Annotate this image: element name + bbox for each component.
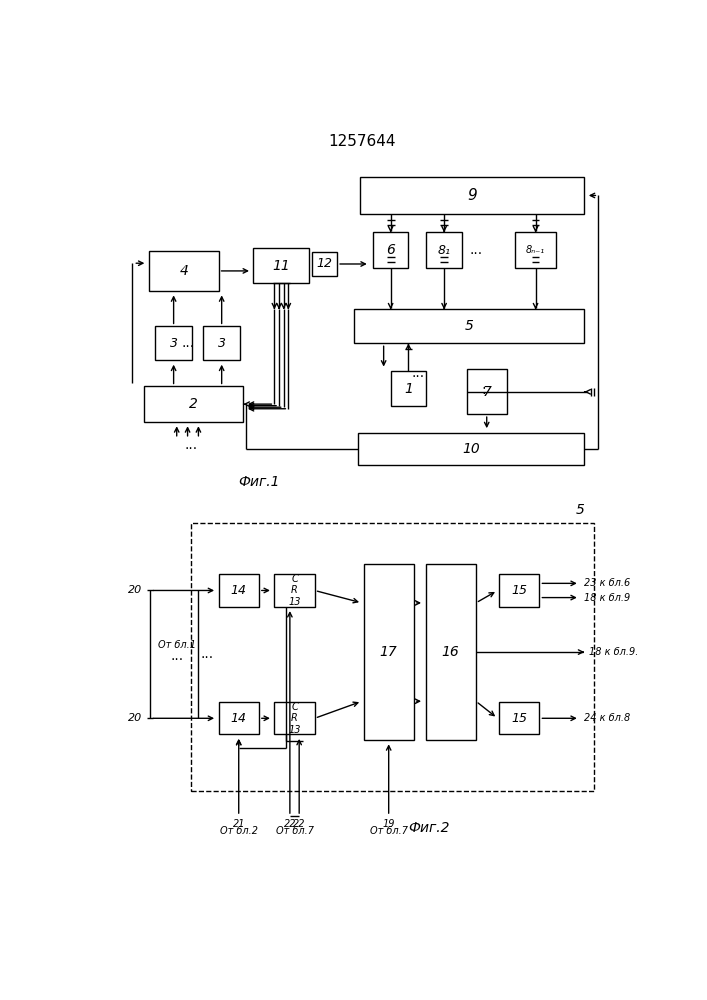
- Bar: [426, 232, 462, 268]
- Bar: [144, 386, 243, 422]
- Bar: [358, 433, 585, 465]
- Text: 18 к бл.9.: 18 к бл.9.: [589, 647, 638, 657]
- Text: 22: 22: [284, 819, 296, 829]
- Text: 14: 14: [230, 712, 247, 725]
- Text: 22: 22: [293, 819, 305, 829]
- Text: 8₁: 8₁: [438, 244, 450, 257]
- Text: 6: 6: [386, 243, 395, 257]
- Text: 20: 20: [129, 713, 143, 723]
- Bar: [203, 326, 240, 360]
- Bar: [467, 369, 507, 414]
- Text: C
R
13: C R 13: [288, 702, 300, 735]
- Bar: [391, 371, 426, 406]
- Text: 16: 16: [442, 645, 460, 659]
- Text: 5: 5: [575, 503, 584, 517]
- Bar: [515, 232, 556, 268]
- Text: 21: 21: [233, 819, 245, 829]
- Text: 2: 2: [189, 397, 198, 411]
- Text: ...: ...: [170, 649, 183, 663]
- Text: Фиг.1: Фиг.1: [238, 475, 280, 489]
- Text: 10: 10: [462, 442, 480, 456]
- Bar: [499, 702, 539, 734]
- Bar: [253, 248, 309, 283]
- Text: Фиг.2: Фиг.2: [409, 821, 450, 835]
- Bar: [149, 251, 218, 291]
- Text: От бл.1: От бл.1: [158, 640, 196, 650]
- Text: 15: 15: [511, 712, 527, 725]
- Bar: [373, 232, 409, 268]
- Text: 3: 3: [218, 337, 226, 350]
- Text: 24 к бл.8: 24 к бл.8: [585, 713, 631, 723]
- Text: 4: 4: [180, 264, 188, 278]
- Bar: [426, 564, 476, 740]
- Bar: [274, 702, 315, 734]
- Text: C
R
13: C R 13: [288, 574, 300, 607]
- Text: 14: 14: [230, 584, 247, 597]
- Bar: [274, 574, 315, 607]
- Text: 5: 5: [464, 319, 474, 333]
- Text: 20: 20: [129, 585, 143, 595]
- Bar: [360, 177, 585, 214]
- Text: 12: 12: [317, 257, 333, 270]
- Text: ...: ...: [200, 647, 214, 661]
- Text: От бл.7: От бл.7: [370, 826, 408, 836]
- Text: 19: 19: [382, 819, 395, 829]
- Bar: [218, 574, 259, 607]
- Text: ...: ...: [275, 274, 287, 287]
- Text: 1: 1: [404, 382, 413, 396]
- Text: :: :: [481, 382, 486, 396]
- Text: ...: ...: [184, 438, 197, 452]
- Bar: [155, 326, 192, 360]
- Text: 1257644: 1257644: [328, 134, 396, 149]
- Bar: [363, 564, 414, 740]
- Bar: [191, 523, 594, 791]
- Bar: [218, 702, 259, 734]
- Bar: [354, 309, 585, 343]
- Text: 18 к бл.9: 18 к бл.9: [585, 593, 631, 603]
- Text: От бл.2: От бл.2: [220, 826, 258, 836]
- Text: 8ₙ₋₁: 8ₙ₋₁: [526, 245, 545, 255]
- Text: 7: 7: [482, 385, 491, 399]
- Bar: [499, 574, 539, 607]
- Text: ...: ...: [469, 243, 482, 257]
- Bar: [312, 252, 337, 276]
- Text: ...: ...: [181, 336, 194, 350]
- Text: ...: ...: [411, 366, 424, 380]
- Text: От бл.7: От бл.7: [276, 826, 313, 836]
- Text: 17: 17: [380, 645, 397, 659]
- Text: 3: 3: [170, 337, 177, 350]
- Text: 9: 9: [467, 188, 477, 203]
- Text: 15: 15: [511, 584, 527, 597]
- Text: 11: 11: [272, 259, 291, 273]
- Text: 23 к бл.6: 23 к бл.6: [585, 578, 631, 588]
